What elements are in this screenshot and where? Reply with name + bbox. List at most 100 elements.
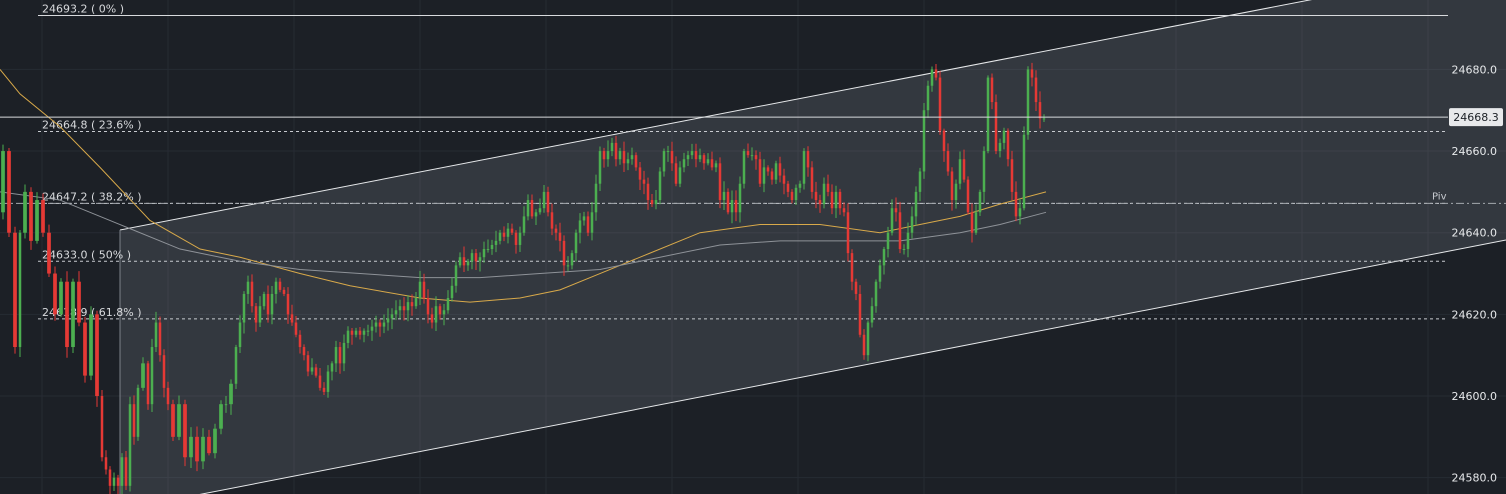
last-price-label: 24668.3	[1453, 111, 1499, 124]
candle-body	[1030, 69, 1034, 78]
candle-body	[201, 436, 205, 462]
candle-body	[686, 155, 690, 160]
candle-body	[890, 208, 894, 233]
candle-body	[978, 191, 982, 213]
candle-body	[104, 457, 108, 470]
candle-body	[986, 77, 990, 152]
candle-body	[730, 200, 734, 213]
candle-body	[482, 249, 486, 258]
candle-body	[822, 183, 826, 205]
candle-body	[330, 363, 334, 372]
candle-body	[930, 69, 934, 86]
candle-body	[966, 179, 970, 213]
candle-body	[29, 191, 33, 241]
candle-body	[726, 191, 730, 213]
candle-body	[614, 142, 618, 160]
candle-body	[189, 436, 193, 458]
candle-body	[698, 155, 702, 160]
candle-body	[622, 151, 626, 164]
candle-body	[542, 191, 546, 209]
channel-lower-line	[199, 239, 1506, 494]
candle-body	[630, 155, 634, 160]
candle-body	[89, 314, 93, 376]
candle-body	[662, 151, 666, 172]
channel-fill	[120, 0, 1506, 494]
candle-body	[722, 191, 726, 201]
candle-body	[458, 257, 462, 266]
candle-body	[570, 253, 574, 266]
candle-body	[65, 281, 69, 348]
candle-body	[762, 167, 766, 184]
candle-body	[378, 322, 382, 327]
candle-body	[658, 171, 662, 201]
candle-body	[1, 151, 5, 213]
candle-body	[538, 208, 542, 213]
candle-body	[286, 293, 290, 315]
candle-body	[998, 142, 1002, 152]
candle-body	[974, 212, 978, 233]
y-tick-label: 24580.0	[1452, 472, 1498, 485]
candle-body	[150, 347, 154, 405]
candle-body	[95, 314, 99, 397]
candle-body	[246, 281, 250, 294]
last-price-tag	[1449, 108, 1503, 127]
candle-body	[274, 281, 278, 294]
candle-body	[390, 314, 394, 319]
candle-body	[406, 302, 410, 311]
candle-body	[882, 249, 886, 266]
candle-body	[586, 216, 590, 233]
candle-body	[714, 163, 718, 168]
trend-channel	[119, 0, 1506, 494]
candle-body	[470, 253, 474, 262]
y-tick-label: 24660.0	[1452, 145, 1498, 158]
fib-level-label: 24693.2 ( 0% )	[42, 3, 124, 16]
candle-body	[128, 404, 132, 486]
candle-body	[41, 200, 45, 233]
candle-body	[858, 293, 862, 335]
candle-body	[766, 167, 770, 172]
candle-body	[738, 183, 742, 213]
candle-body	[554, 228, 558, 233]
candle-body	[238, 322, 242, 348]
candle-body	[1038, 102, 1042, 119]
candle-body	[854, 281, 858, 294]
candle-body	[53, 273, 57, 315]
candle-body	[666, 151, 670, 153]
candle-body	[494, 240, 498, 245]
candle-body	[242, 293, 246, 323]
candle-body	[534, 212, 538, 217]
candle-body	[442, 310, 446, 315]
candle-body	[942, 130, 946, 152]
candle-body	[116, 477, 120, 486]
candle-body	[898, 212, 902, 250]
candle-body	[518, 232, 522, 245]
candle-body	[47, 232, 51, 274]
candle-body	[1010, 159, 1014, 192]
candle-body	[894, 208, 898, 213]
candle-body	[934, 69, 938, 78]
candle-body	[478, 257, 482, 262]
candle-body	[798, 183, 802, 188]
candle-body	[510, 228, 514, 233]
candle-body	[598, 151, 602, 184]
candle-body	[886, 232, 890, 250]
candle-body	[566, 265, 570, 267]
candle-body	[294, 322, 298, 335]
candle-body	[922, 110, 926, 172]
candle-body	[466, 261, 470, 266]
candle-body	[334, 347, 338, 364]
candle-body	[810, 167, 814, 192]
candle-body	[1042, 118, 1046, 120]
candle-body	[490, 244, 494, 250]
candle-body	[402, 306, 406, 311]
candle-body	[638, 167, 642, 180]
candle-body	[314, 367, 318, 376]
candle-body	[434, 306, 438, 323]
candle-body	[982, 151, 986, 192]
candle-body	[506, 228, 510, 237]
candle-body	[782, 175, 786, 184]
candle-body	[794, 187, 798, 201]
